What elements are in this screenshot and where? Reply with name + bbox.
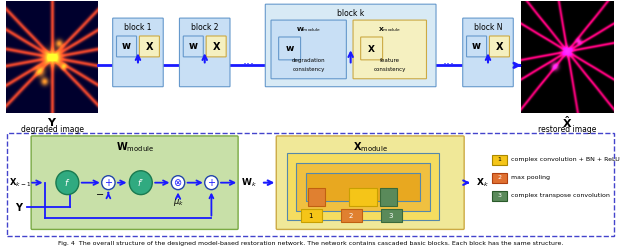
Circle shape: [129, 171, 152, 195]
Bar: [287, 153, 439, 220]
FancyBboxPatch shape: [113, 18, 163, 87]
Text: feature: feature: [380, 58, 400, 63]
Text: $\mathbf{W}_k$: $\mathbf{W}_k$: [241, 177, 257, 189]
Text: ···: ···: [243, 58, 255, 71]
Text: block k: block k: [337, 9, 364, 18]
FancyBboxPatch shape: [140, 36, 159, 57]
Text: Fig. 4  The overall structure of the designed model-based restoration network. T: Fig. 4 The overall structure of the desi…: [58, 241, 563, 246]
Text: $+$: $+$: [207, 177, 216, 188]
FancyBboxPatch shape: [266, 4, 436, 87]
FancyBboxPatch shape: [271, 20, 346, 79]
Text: $\mathbf{w}$: $\mathbf{w}$: [285, 44, 294, 53]
Bar: [6, 2, 98, 113]
FancyBboxPatch shape: [467, 36, 486, 57]
Text: $\otimes$: $\otimes$: [173, 177, 182, 188]
Circle shape: [102, 176, 115, 190]
Text: 1: 1: [497, 157, 501, 162]
Bar: [492, 173, 507, 183]
Text: complex transpose convolution: complex transpose convolution: [511, 193, 610, 198]
Text: $\mathbf{Y}$: $\mathbf{Y}$: [15, 200, 24, 213]
FancyBboxPatch shape: [183, 36, 204, 57]
Bar: [349, 188, 378, 205]
Text: block N: block N: [474, 23, 502, 32]
Text: $\mathbf{w}$: $\mathbf{w}$: [121, 41, 132, 52]
FancyBboxPatch shape: [31, 136, 238, 229]
Text: $\mathbf{X}_{k-1}$: $\mathbf{X}_{k-1}$: [8, 177, 31, 189]
Text: $\mathbf{Y}$: $\mathbf{Y}$: [47, 116, 57, 128]
FancyBboxPatch shape: [276, 136, 464, 229]
Bar: [296, 163, 430, 210]
Bar: [492, 155, 507, 165]
Text: $\mathbf{X}_{\mathrm{module}}$: $\mathbf{X}_{\mathrm{module}}$: [378, 25, 401, 34]
Text: consistency: consistency: [374, 67, 406, 72]
Text: $\mathbf{X}$: $\mathbf{X}$: [367, 43, 376, 54]
Text: 2: 2: [348, 213, 353, 219]
Circle shape: [172, 176, 185, 190]
Text: $\mu_k$: $\mu_k$: [173, 197, 184, 208]
Text: $\mathbf{X}_k$: $\mathbf{X}_k$: [476, 177, 489, 189]
Bar: [7, 133, 614, 236]
Circle shape: [205, 176, 218, 190]
Text: degradation: degradation: [292, 58, 326, 63]
FancyBboxPatch shape: [353, 20, 426, 79]
Bar: [308, 188, 325, 205]
FancyBboxPatch shape: [278, 37, 301, 60]
Text: ···: ···: [443, 58, 455, 71]
FancyBboxPatch shape: [206, 36, 226, 57]
Text: consistency: consistency: [292, 67, 325, 72]
Text: $\mathbf{X}_{\mathrm{module}}$: $\mathbf{X}_{\mathrm{module}}$: [353, 140, 388, 154]
Text: $\mathbf{W}_{\mathrm{module}}$: $\mathbf{W}_{\mathrm{module}}$: [296, 25, 321, 34]
FancyBboxPatch shape: [179, 18, 230, 87]
Text: degraded image: degraded image: [20, 125, 84, 134]
FancyBboxPatch shape: [361, 37, 383, 60]
Circle shape: [56, 171, 79, 195]
Bar: [492, 191, 507, 201]
Text: block 1: block 1: [124, 23, 152, 32]
Text: $-$: $-$: [95, 187, 104, 198]
Text: $\mathbf{w}$: $\mathbf{w}$: [188, 41, 198, 52]
Text: $f'$: $f'$: [137, 177, 145, 188]
Bar: [341, 208, 362, 222]
FancyBboxPatch shape: [116, 36, 136, 57]
Text: 3: 3: [388, 213, 393, 219]
Text: $f$: $f$: [64, 177, 70, 188]
Text: restored image: restored image: [538, 125, 596, 134]
Text: 1: 1: [308, 213, 313, 219]
Text: $\mathbf{W}_{\mathrm{module}}$: $\mathbf{W}_{\mathrm{module}}$: [116, 140, 154, 154]
Bar: [306, 173, 420, 201]
Bar: [522, 2, 614, 113]
Text: $\mathbf{X}$: $\mathbf{X}$: [495, 40, 504, 53]
Text: $\mathbf{X}$: $\mathbf{X}$: [145, 40, 154, 53]
Text: $\mathbf{X}$: $\mathbf{X}$: [211, 40, 221, 53]
Bar: [380, 188, 397, 205]
FancyBboxPatch shape: [490, 36, 509, 57]
Text: complex convolution + BN + ReLU: complex convolution + BN + ReLU: [511, 157, 620, 162]
Bar: [301, 208, 322, 222]
Text: block 2: block 2: [191, 23, 218, 32]
Text: $\mathbf{w}$: $\mathbf{w}$: [471, 41, 482, 52]
Text: $+$: $+$: [104, 177, 113, 188]
Text: 3: 3: [497, 193, 502, 198]
FancyBboxPatch shape: [463, 18, 513, 87]
Text: max pooling: max pooling: [511, 175, 550, 180]
Text: $\mathbf{\hat{X}}$: $\mathbf{\hat{X}}$: [562, 114, 572, 130]
Text: 2: 2: [497, 175, 502, 180]
Bar: [381, 208, 402, 222]
